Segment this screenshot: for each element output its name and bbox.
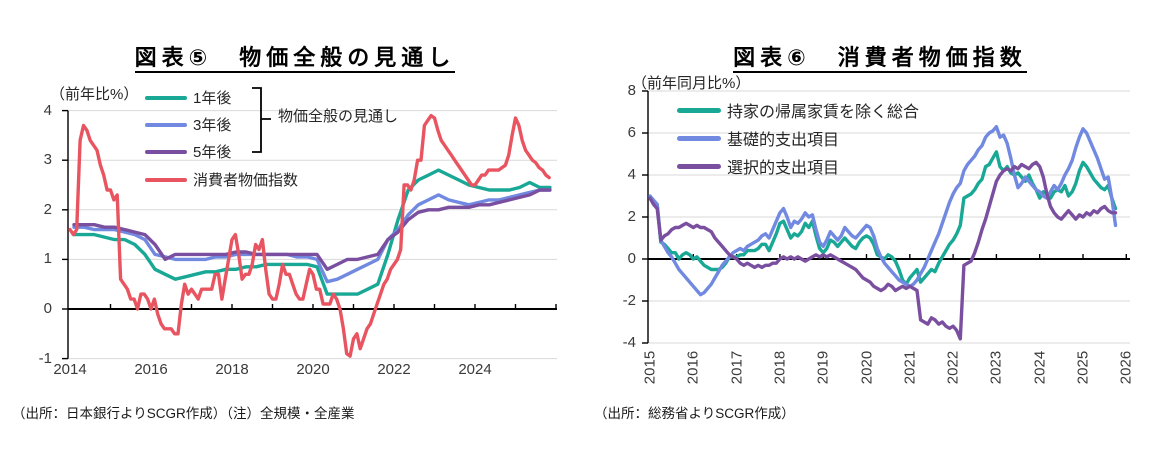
y-tick-label: 2 xyxy=(43,200,52,218)
x-tick-label: 2019 xyxy=(814,350,832,385)
legend-item-selective-expenditure: 選択的支出項目 xyxy=(677,154,839,178)
y-tick-label: 4 xyxy=(627,166,636,183)
y-tick-label: 1 xyxy=(43,250,52,268)
y-tick-label: 0 xyxy=(43,300,52,317)
right-chart-source-note: （出所：総務省よりSCGR作成） xyxy=(594,406,795,421)
series-line-1-1 xyxy=(648,124,1118,297)
legend-item-1year: 1年後 xyxy=(145,87,231,108)
x-tick-label: 2016 xyxy=(684,350,702,385)
legend-label: 持家の帰属家賃を除く総合 xyxy=(727,104,920,121)
legend-line-swatch-red xyxy=(145,177,187,182)
series-line-0-1 xyxy=(72,188,552,284)
x-tick-label: 2017 xyxy=(728,350,746,385)
y-tick-label: 2 xyxy=(627,208,636,225)
right-chart-title: 図表⑥ 消費者物価指数 xyxy=(630,40,1130,73)
y-tick-label: -4 xyxy=(622,334,636,351)
legend-line-swatch-blue xyxy=(677,135,721,141)
y-tick-label: 6 xyxy=(627,124,636,141)
legend-line-swatch-purple xyxy=(145,149,187,154)
legend-label: 基礎的支出項目 xyxy=(727,132,840,149)
legend-label: 1年後 xyxy=(193,90,232,107)
x-tick-label: 2014 xyxy=(53,361,87,378)
y-tick-label: -2 xyxy=(622,292,636,309)
legend-line-swatch-teal xyxy=(677,107,721,113)
legend-label: 選択的支出項目 xyxy=(727,160,840,177)
left-y-axis-unit-label: （前年比%） xyxy=(50,86,139,103)
right-y-axis-unit-label: （前年同月比%） xyxy=(632,75,751,92)
right-chart-title-text: 図表⑥ 消費者物価指数 xyxy=(733,45,1027,73)
series-line-1-2 xyxy=(648,160,1118,341)
x-tick-label: 2018 xyxy=(215,361,249,378)
y-tick-label: 0 xyxy=(627,250,636,267)
legend-line-swatch-blue xyxy=(145,122,187,127)
legend-group-brace xyxy=(252,87,271,153)
legend-group-label: 物価全般の見通し xyxy=(278,108,399,125)
series-line-0-2 xyxy=(72,188,552,271)
left-chart-title-text: 図表⑤ 物価全般の見通し xyxy=(134,45,456,73)
y-tick-label: 4 xyxy=(43,101,52,119)
x-tick-label: 2021 xyxy=(901,350,919,385)
legend-item-basic-expenditure: 基礎的支出項目 xyxy=(677,126,839,150)
legend-label: 5年後 xyxy=(193,144,232,161)
x-tick-label: 2022 xyxy=(377,361,411,378)
x-tick-label: 2024 xyxy=(1031,350,1049,385)
x-tick-label: 2016 xyxy=(134,361,168,378)
y-tick-label: -1 xyxy=(38,349,52,367)
x-tick-label: 2023 xyxy=(987,350,1005,385)
legend-item-5year: 5年後 xyxy=(145,141,231,162)
legend-line-swatch-purple xyxy=(677,163,721,169)
legend-label: 消費者物価指数 xyxy=(193,172,299,189)
series-line-0-3 xyxy=(68,113,551,358)
x-tick-label: 2020 xyxy=(858,350,875,385)
legend-item-3year: 3年後 xyxy=(145,114,231,135)
left-chart-title: 図表⑤ 物価全般の見通し xyxy=(40,40,550,73)
x-tick-label: 2018 xyxy=(771,350,789,385)
x-tick-label: 2020 xyxy=(296,361,330,378)
x-tick-label: 2026 xyxy=(1117,350,1135,385)
legend-label: 3年後 xyxy=(193,117,232,134)
legend-item-cpi-ex-rent: 持家の帰属家賃を除く総合 xyxy=(677,98,919,122)
x-tick-label: 2024 xyxy=(458,361,492,378)
legend-line-swatch-teal xyxy=(145,95,187,100)
left-chart-source-note: （出所：日本銀行よりSCGR作成）（注）全規模・全産業 xyxy=(12,406,355,421)
x-tick-label: 2015 xyxy=(641,350,659,385)
y-tick-label: 8 xyxy=(627,82,636,99)
legend-item-cpi: 消費者物価指数 xyxy=(145,169,298,190)
y-tick-label: 3 xyxy=(43,151,52,169)
x-tick-label: 2025 xyxy=(1074,350,1092,385)
x-tick-label: 2022 xyxy=(944,350,962,385)
